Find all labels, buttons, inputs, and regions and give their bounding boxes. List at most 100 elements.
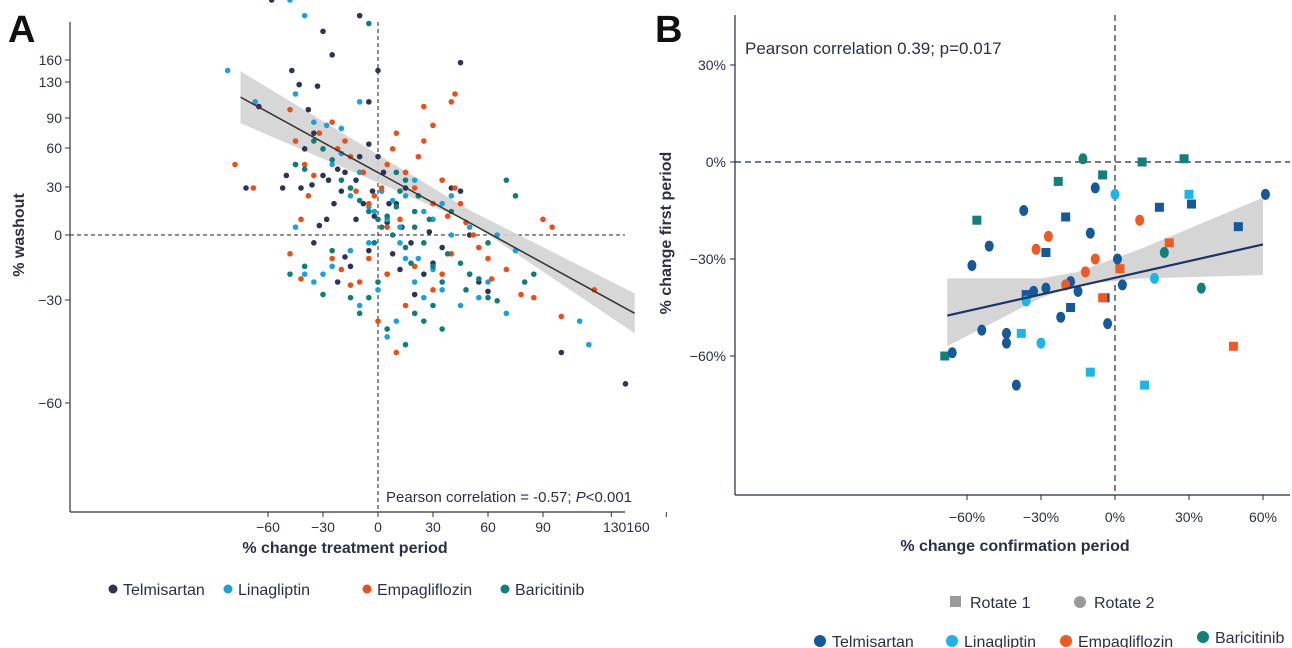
data-point-linagliptin [311,279,317,285]
rotate1-point-empagliflozin [1164,238,1174,248]
legend-marker-telmisartan [108,584,118,594]
data-point-telmisartan [311,240,317,246]
rotate1-point-telmisartan [1061,212,1071,222]
rotate1-point-empagliflozin [1228,341,1238,351]
data-point-linagliptin [252,99,258,105]
data-point-linagliptin [448,193,455,199]
data-point-empagliflozin [301,161,308,168]
data-point-empagliflozin [384,224,390,230]
data-point-telmisartan [375,67,381,74]
data-point-linagliptin [389,197,396,204]
data-point-linagliptin [402,255,409,262]
data-point-baricitinib [338,177,345,183]
data-point-baricitinib [476,276,482,282]
data-point-baricitinib [411,224,418,230]
data-point-linagliptin [397,240,403,246]
data-point-baricitinib [439,279,445,285]
data-point-empagliflozin [329,119,335,125]
data-point-baricitinib [292,161,299,168]
data-point-linagliptin [439,200,445,207]
rotate1-point-baricitinib [1179,154,1189,164]
data-point-baricitinib [356,197,363,204]
x-tick-label: −30% [1023,509,1059,525]
data-point-empagliflozin [384,161,390,168]
data-point-baricitinib [485,240,491,246]
data-point-empagliflozin [421,103,427,110]
data-point-linagliptin [292,91,299,97]
data-point-baricitinib [366,208,372,215]
y-tick-label: 0 [54,227,62,243]
data-point-baricitinib [457,260,464,267]
rotate1-point-baricitinib [1053,176,1063,186]
legend-marker-baricitinib [1197,631,1209,643]
data-point-telmisartan [457,59,464,66]
data-point-empagliflozin [439,177,445,183]
y-axis-title: % washout [11,193,28,277]
data-point-telmisartan [366,247,372,254]
data-point-telmisartan [331,200,337,207]
rotate1-point-linagliptin [1140,380,1150,390]
data-point-linagliptin [448,232,455,238]
data-point-empagliflozin [430,287,436,293]
rotate2-point-telmisartan [1260,188,1270,200]
data-point-baricitinib [320,146,326,152]
data-point-empagliflozin [305,193,312,199]
data-point-telmisartan [439,244,445,251]
data-point-baricitinib [301,263,308,270]
data-point-empagliflozin [393,349,400,356]
data-point-empagliflozin [421,138,427,144]
data-point-empagliflozin [250,185,257,191]
p-symbol: P [576,489,586,506]
data-point-telmisartan [386,200,392,207]
data-point-linagliptin [347,193,354,199]
panel-b: B−60%−30%0%30%60%60%30%0%−30%−60%Pearson… [655,9,1290,648]
data-point-telmisartan [325,177,332,183]
data-point-linagliptin [311,119,317,125]
y-tick-label: −30% [690,251,726,267]
rotate2-point-baricitinib [1159,247,1169,259]
rotate2-point-telmisartan [1011,379,1021,391]
data-point-baricitinib [430,263,436,270]
data-point-telmisartan [243,185,249,191]
data-point-baricitinib [426,216,433,223]
rotate1-point-telmisartan [1186,199,1196,209]
data-point-baricitinib [402,244,409,251]
data-point-empagliflozin [448,99,455,105]
data-point-telmisartan [311,130,317,136]
legend-marker-baricitinib [500,584,510,594]
data-point-empagliflozin [338,266,345,273]
data-point-empagliflozin [287,251,293,257]
legend-marker-rotate-2 [1074,596,1086,608]
data-point-telmisartan [298,185,304,191]
rotate2-point-telmisartan [1041,282,1051,294]
data-point-telmisartan [380,169,387,176]
data-point-empagliflozin [342,138,348,144]
rotate2-point-telmisartan [1073,285,1083,297]
data-point-empagliflozin [549,224,555,230]
correlation-annotation: Pearson correlation 0.39; p=0.017 [745,39,1002,58]
data-point-empagliflozin [488,276,495,282]
data-point-telmisartan [485,288,491,295]
data-point-baricitinib [384,213,390,219]
data-point-telmisartan [408,240,414,246]
data-point-baricitinib [503,177,510,183]
x-tick-label: −30 [311,519,335,535]
data-point-empagliflozin [402,169,409,176]
data-point-telmisartan [296,81,302,88]
panel-a: A −60 −30 0 30 60 90 130160 160 130 90 60 30 0 −30 −60 P… [8,0,667,599]
x-tick-label: 0% [1105,509,1125,525]
x-axis-title: % change confirmation period [900,538,1129,555]
data-point-telmisartan [316,222,323,229]
rotate1-point-baricitinib [1137,157,1147,167]
data-point-baricitinib [320,291,326,298]
data-point-telmisartan [347,263,354,270]
data-point-linagliptin [347,247,354,254]
rotate1-point-telmisartan [1041,248,1051,258]
rotate2-point-telmisartan [947,347,957,359]
data-point-baricitinib [494,298,500,304]
data-point-telmisartan [338,188,345,194]
data-point-empagliflozin [558,313,565,320]
data-point-empagliflozin [232,161,238,168]
data-point-telmisartan [411,291,418,298]
rotate1-point-linagliptin [1184,189,1194,199]
